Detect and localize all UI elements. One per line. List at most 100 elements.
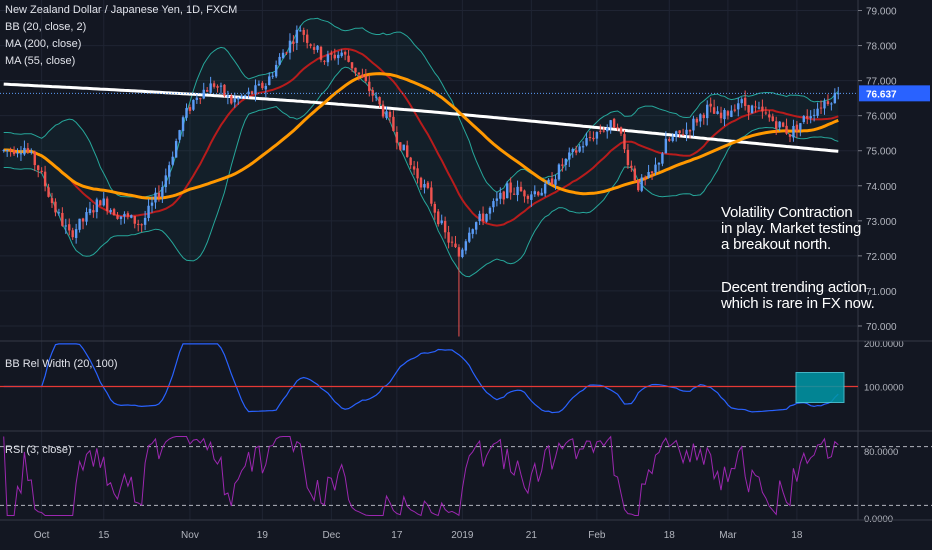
candle[interactable] (388, 110, 392, 123)
candle[interactable] (440, 214, 443, 225)
candle[interactable] (416, 161, 419, 184)
candle[interactable] (706, 100, 709, 126)
candle[interactable] (347, 49, 350, 63)
candle[interactable] (661, 151, 664, 167)
candle[interactable] (668, 137, 671, 143)
candle[interactable] (126, 211, 130, 220)
candle[interactable] (137, 219, 140, 232)
candle[interactable] (733, 104, 737, 113)
candle[interactable] (133, 215, 136, 229)
candle[interactable] (702, 112, 705, 125)
rsi-panel-label[interactable]: RSI (3, close) (5, 444, 72, 456)
candle[interactable] (830, 102, 833, 111)
candle[interactable] (285, 51, 288, 55)
time-axis[interactable]: Oct 15 Nov 19 Dec 17 2019 21 Feb 18 Mar 18 (34, 530, 803, 541)
candle[interactable] (237, 96, 240, 105)
candle[interactable] (409, 156, 412, 169)
candle[interactable] (609, 119, 612, 134)
candle[interactable] (630, 160, 633, 172)
candle[interactable] (26, 142, 30, 155)
candle[interactable] (502, 190, 505, 205)
candle[interactable] (74, 223, 78, 244)
candle[interactable] (781, 121, 785, 128)
candle[interactable] (464, 239, 468, 255)
candle[interactable] (50, 192, 54, 208)
candle[interactable] (305, 29, 309, 49)
candle[interactable] (816, 102, 819, 118)
candle[interactable] (788, 134, 792, 143)
candle[interactable] (771, 113, 774, 122)
candle[interactable] (357, 72, 361, 81)
candle[interactable] (692, 115, 695, 137)
candle[interactable] (647, 164, 650, 179)
candle[interactable] (361, 68, 364, 79)
candle[interactable] (685, 122, 688, 142)
bb-width-panel[interactable]: 200.0000 100.0000 (0, 339, 904, 414)
candle[interactable] (568, 147, 571, 167)
candle[interactable] (333, 48, 336, 61)
candle[interactable] (185, 103, 188, 121)
candle[interactable] (657, 162, 661, 172)
candle[interactable] (574, 145, 578, 156)
candle[interactable] (57, 208, 61, 217)
indicator-bb-label[interactable]: BB (20, close, 2) (5, 21, 87, 33)
candle[interactable] (606, 124, 609, 139)
candle[interactable] (602, 127, 605, 133)
candle[interactable] (195, 94, 199, 104)
candle[interactable] (757, 101, 761, 110)
candle[interactable] (737, 97, 740, 117)
candle[interactable] (405, 140, 409, 158)
candle[interactable] (330, 50, 333, 61)
candle[interactable] (88, 201, 92, 216)
candle[interactable] (274, 60, 278, 79)
candle[interactable] (526, 194, 530, 204)
candle[interactable] (761, 99, 764, 119)
candle[interactable] (378, 96, 381, 108)
candle[interactable] (102, 192, 105, 207)
candle[interactable] (654, 157, 657, 176)
candle[interactable] (323, 60, 326, 65)
candle[interactable] (730, 105, 733, 118)
candle[interactable] (837, 86, 840, 100)
candle[interactable] (716, 106, 719, 115)
candle[interactable] (561, 158, 564, 172)
candle[interactable] (268, 72, 271, 86)
candle[interactable] (650, 170, 654, 180)
candle[interactable] (626, 143, 630, 169)
candle[interactable] (302, 27, 305, 43)
candle[interactable] (443, 216, 447, 239)
candle[interactable] (537, 190, 540, 197)
candle[interactable] (219, 82, 223, 94)
candle[interactable] (40, 167, 43, 174)
candle[interactable] (226, 90, 230, 105)
candle[interactable] (802, 114, 805, 124)
candle[interactable] (637, 179, 640, 192)
candle[interactable] (450, 236, 454, 247)
candle[interactable] (678, 130, 681, 138)
candle[interactable] (123, 211, 126, 224)
candle[interactable] (178, 129, 181, 143)
candle[interactable] (557, 163, 561, 181)
candle[interactable] (288, 33, 292, 60)
candle[interactable] (295, 25, 299, 51)
candle[interactable] (385, 106, 388, 120)
candle[interactable] (423, 179, 426, 194)
bbw-highlight-box[interactable] (795, 372, 845, 403)
candlestick-series[interactable] (2, 25, 840, 337)
candle[interactable] (316, 45, 319, 53)
candle[interactable] (92, 204, 95, 218)
candle[interactable] (774, 116, 778, 135)
candle[interactable] (764, 106, 768, 116)
candle[interactable] (578, 144, 581, 153)
candle[interactable] (412, 160, 416, 175)
candle[interactable] (199, 97, 202, 105)
candle[interactable] (95, 197, 99, 219)
candle[interactable] (492, 198, 495, 213)
candle[interactable] (271, 71, 274, 79)
candle[interactable] (592, 131, 595, 142)
candle[interactable] (519, 181, 523, 192)
candle[interactable] (319, 45, 323, 63)
candle[interactable] (147, 198, 150, 222)
candle[interactable] (523, 189, 526, 203)
